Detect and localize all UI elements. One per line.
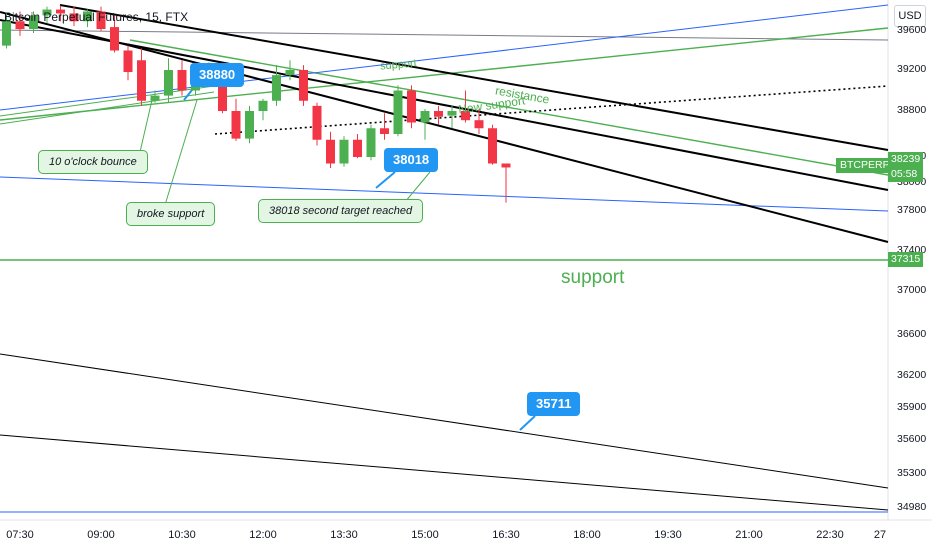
trend-line — [0, 85, 215, 117]
trend-line — [59, 4, 889, 151]
symbol-label: BTCPERP — [840, 159, 890, 171]
trend-line — [0, 29, 889, 41]
candle-body — [2, 21, 11, 46]
candle-body — [447, 111, 457, 116]
candle-body — [461, 111, 470, 121]
time-axis-tick: 19:30 — [654, 529, 682, 541]
candle-body — [83, 11, 92, 22]
time-axis-tick: 18:00 — [573, 529, 601, 541]
candle-body — [42, 9, 52, 16]
candle-body — [434, 111, 443, 117]
support-price-tag: 37315 — [888, 252, 924, 267]
time-axis-tick: 09:00 — [87, 529, 115, 541]
price-axis-tick: 37000 — [897, 284, 927, 296]
price-axis-tick: 35300 — [897, 467, 927, 479]
candle-body — [245, 111, 254, 139]
price-axis-tick: 36600 — [897, 328, 927, 340]
callout-pointer — [139, 99, 153, 153]
candle-body — [15, 21, 25, 30]
price-axis-tick: 39600 — [897, 24, 927, 36]
price-axis-tick: 38800 — [897, 104, 927, 116]
candle-body — [164, 70, 173, 96]
candle-body — [407, 90, 416, 123]
support-price-value: 37315 — [891, 253, 921, 265]
time-axis-tick: 13:30 — [330, 529, 358, 541]
time-axis-tick: 21:00 — [735, 529, 763, 541]
price-axis-tick: 34980 — [897, 501, 927, 513]
trend-line — [0, 27, 889, 121]
candle-body — [56, 9, 65, 14]
candle-body — [258, 100, 268, 111]
candle-body — [231, 111, 241, 139]
callout-pointer — [404, 171, 431, 203]
note-10-oclock-bounce[interactable]: 10 o'clock bounce — [38, 150, 148, 174]
price-axis-tick: 39200 — [897, 63, 927, 75]
candle-body — [353, 139, 362, 157]
candle-body — [501, 163, 511, 168]
price-axis-tick: 36200 — [897, 369, 927, 381]
candle-body — [69, 13, 79, 22]
candle-body — [474, 120, 484, 129]
candle-body — [110, 27, 119, 51]
trend-line — [129, 39, 889, 176]
trend-line — [0, 434, 889, 511]
chart-title: Bitcoin Perpetual Futures, 15, FTX — [4, 10, 189, 24]
trend-line — [0, 353, 889, 489]
trend-line — [0, 176, 889, 212]
candle-body — [96, 11, 106, 30]
candle-body — [339, 139, 349, 164]
time-axis-tick: 12:00 — [249, 529, 277, 541]
label-support-level: support — [561, 267, 625, 288]
candle-body — [218, 85, 227, 111]
time-axis-tick: 22:30 — [816, 529, 844, 541]
note-second-target[interactable]: 38018 second target reached — [258, 199, 424, 223]
time-axis-tick: 16:30 — [492, 529, 520, 541]
candle-body — [380, 128, 389, 134]
trend-line — [0, 91, 215, 125]
price-axis-tick: 35600 — [897, 433, 927, 445]
candle-body — [123, 50, 133, 73]
candle-body — [177, 70, 187, 91]
currency-button[interactable]: USD — [894, 5, 926, 27]
last-price-tag: 38239 05:58 — [888, 152, 924, 182]
candle-body — [393, 90, 403, 134]
candle-body — [326, 139, 335, 164]
candle-body — [272, 75, 281, 101]
trend-line — [0, 19, 889, 191]
callout-35711[interactable]: 35711 — [527, 392, 581, 416]
last-price-value: 38239 — [891, 153, 921, 165]
time-axis-tick: 07:30 — [6, 529, 34, 541]
callout-38880[interactable]: 38880 — [190, 63, 245, 87]
time-axis-tick: 27 — [873, 529, 887, 541]
candle-body — [299, 70, 308, 101]
candle-body — [420, 111, 430, 123]
callout-pointer — [375, 171, 396, 189]
time-axis-tick: 15:00 — [411, 529, 439, 541]
candle-body — [285, 70, 295, 76]
note-broke-support[interactable]: broke support — [126, 202, 216, 226]
candle-body — [29, 15, 38, 30]
candle-body — [150, 95, 160, 101]
candle-body — [488, 128, 497, 164]
callout-pointer — [164, 99, 198, 206]
price-axis-tick: 35900 — [897, 401, 927, 413]
callout-38018[interactable]: 38018 — [384, 148, 439, 172]
time-axis-tick: 10:30 — [168, 529, 196, 541]
price-axis-tick: 37800 — [897, 204, 927, 216]
candle-body — [366, 128, 376, 157]
trend-line — [0, 11, 889, 243]
symbol-price-tag: BTCPERP — [836, 158, 894, 173]
candle-body — [137, 60, 146, 101]
trend-line — [0, 4, 889, 111]
candle-body — [312, 105, 322, 140]
bar-countdown: 05:58 — [891, 168, 918, 180]
callout-pointer — [519, 415, 536, 431]
